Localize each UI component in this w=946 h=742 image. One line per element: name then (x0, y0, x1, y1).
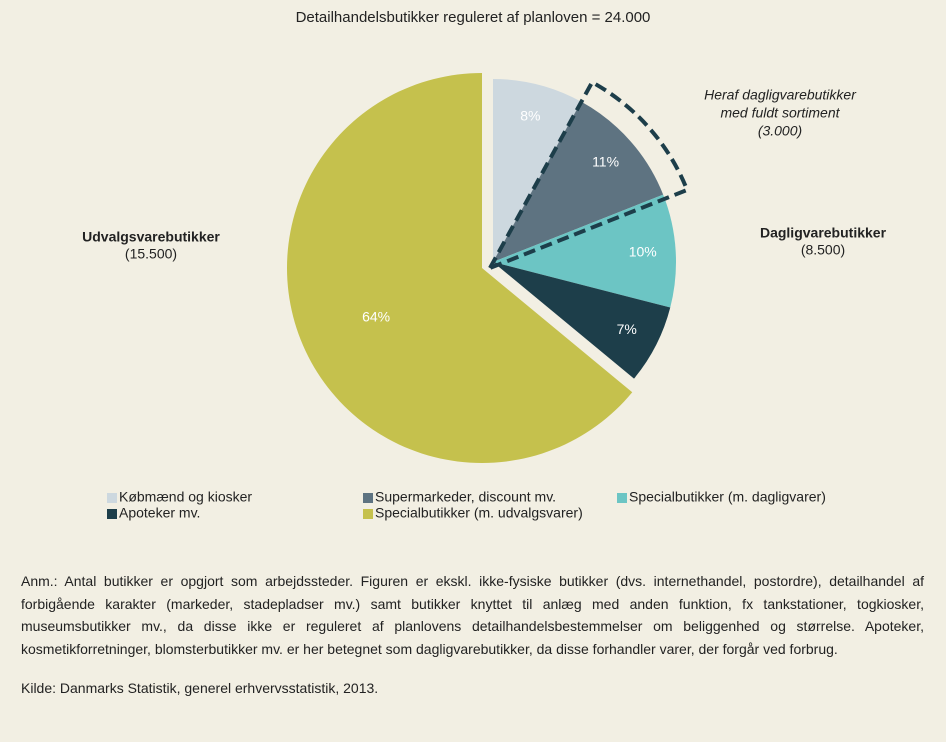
legend-swatch (363, 509, 373, 519)
legend-swatch (617, 493, 627, 503)
pie-slice (493, 79, 582, 262)
highlight-outline (485, 79, 690, 272)
slice-label: 11% (592, 153, 619, 169)
legend-swatch (107, 509, 117, 519)
notes: Anm.: Antal butikker er opgjort som arbe… (21, 573, 924, 657)
slice-label: 10% (629, 243, 657, 259)
annotation: Dagligvarebutikker (760, 225, 887, 241)
annotation: Udvalgsvarebutikker (82, 229, 220, 245)
chart-title: Detailhandelsbutikker reguleret af planl… (296, 9, 651, 26)
slice-label: 64% (362, 309, 390, 325)
annotation: (15.500) (125, 246, 177, 262)
annotation: Heraf dagligvarebutikker (704, 87, 857, 103)
annotation: med fuldt sortiment (720, 105, 840, 121)
pie-slice (493, 101, 664, 262)
legend-label: Apoteker mv. (119, 505, 200, 521)
legend-label: Købmænd og kiosker (119, 489, 252, 505)
legend-swatch (363, 493, 373, 503)
pie-slice (493, 262, 671, 379)
legend-label: Specialbutikker (m. udvalgsvarer) (375, 505, 583, 521)
slice-label: 7% (617, 321, 637, 337)
pie-slice (286, 73, 633, 464)
annotation: (8.500) (801, 242, 845, 258)
legend-swatch (107, 493, 117, 503)
legend-label: Specialbutikker (m. dagligvarer) (629, 489, 826, 505)
pie-slice (493, 194, 676, 308)
slice-label: 8% (520, 107, 540, 123)
chart: Detailhandelsbutikker reguleret af planl… (82, 9, 887, 521)
source: Kilde: Danmarks Statistik, generel erhve… (21, 680, 379, 696)
legend-label: Supermarkeder, discount mv. (375, 489, 556, 505)
annotation: (3.000) (758, 123, 802, 139)
